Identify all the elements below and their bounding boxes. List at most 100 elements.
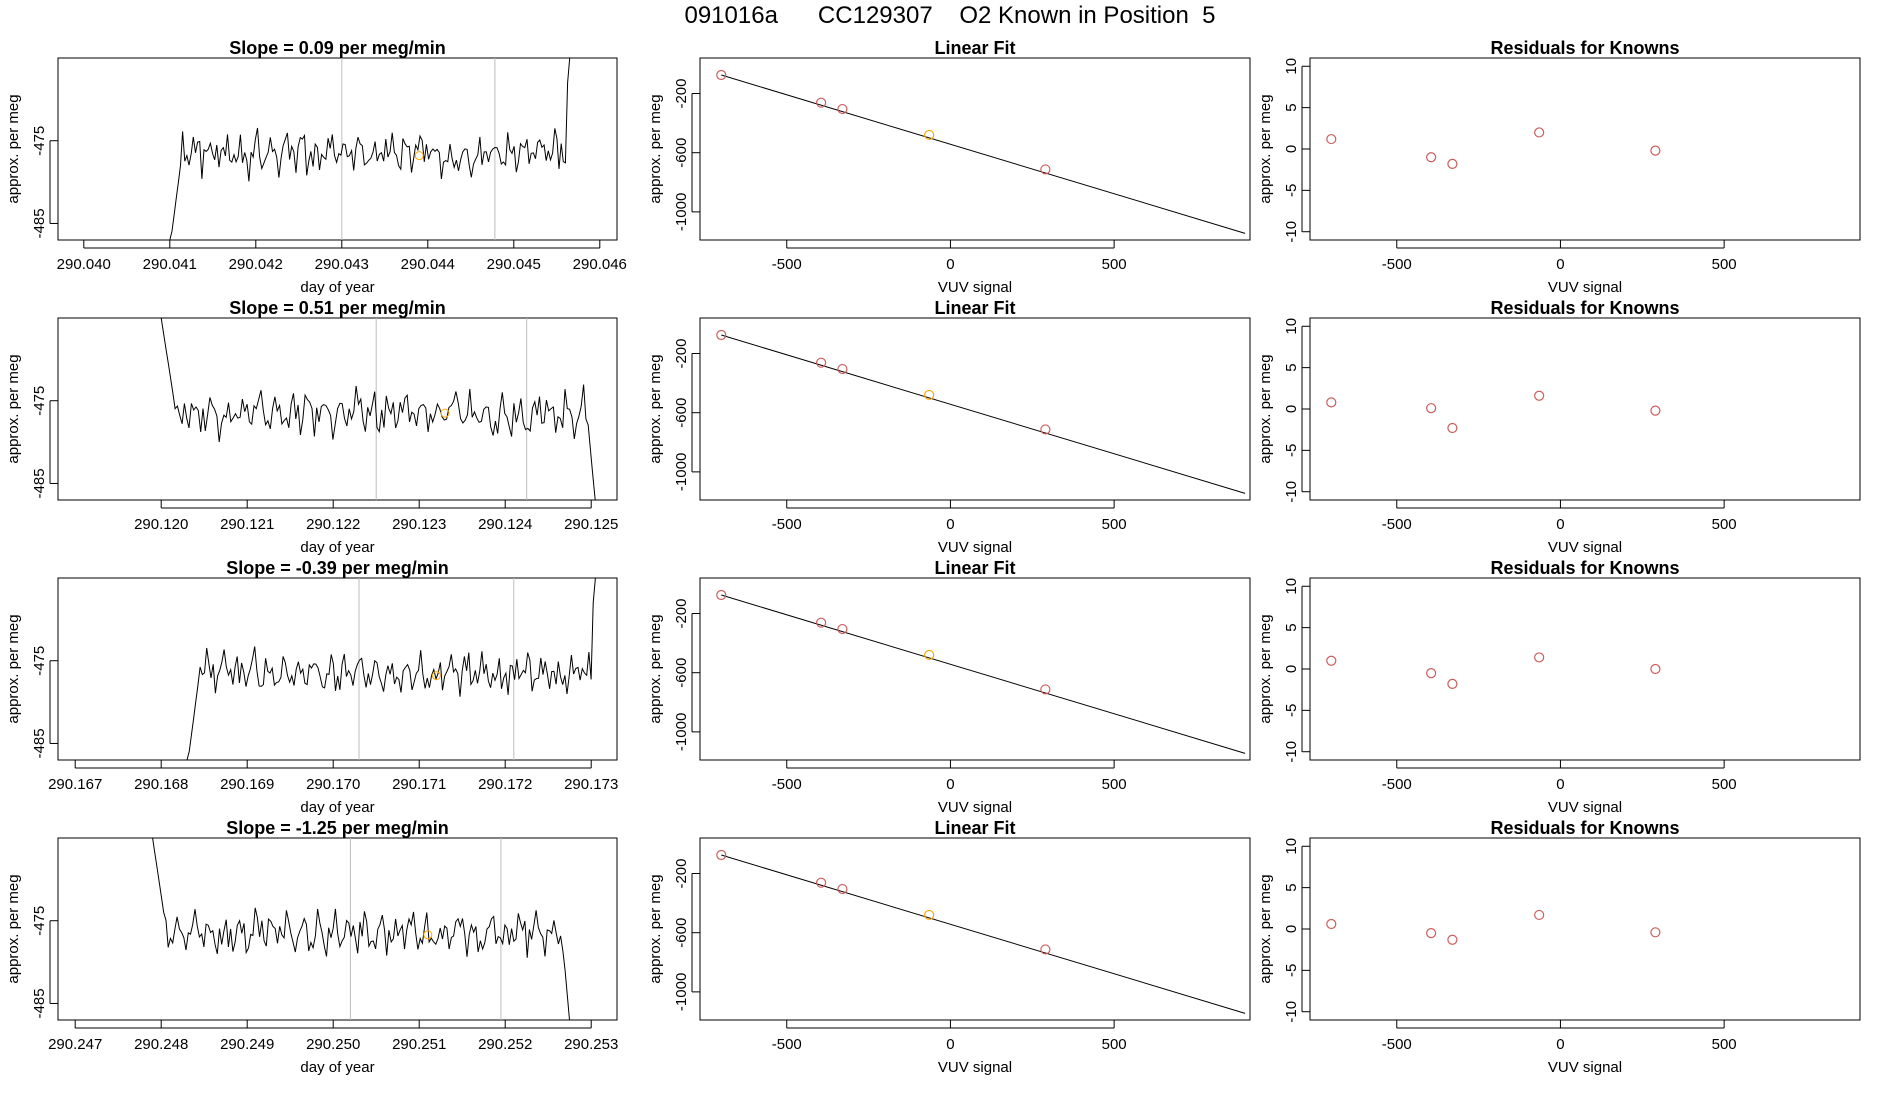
data-point [716,589,727,601]
x-tick-label: 290.042 [229,256,283,273]
x-tick-label: 500 [1712,256,1737,273]
x-tick-label: 290.247 [48,1036,102,1053]
x-tick-label: 500 [1102,1036,1127,1053]
x-tick-label: 290.040 [57,256,111,273]
x-tick-label: 500 [1102,516,1127,533]
x-tick-label: 290.249 [220,1036,274,1053]
x-tick-label: 0 [1556,516,1564,533]
data-point [816,97,827,108]
y-tick-label: -475 [31,906,48,936]
y-tick-label: -485 [31,208,48,238]
highlight-point [414,151,424,161]
y-axis-label: approx. per meg [5,874,22,983]
data-point [1447,158,1458,169]
plot-title: Linear Fit [934,558,1015,578]
data-point [1650,405,1661,416]
y-tick-label: 10 [1283,58,1300,75]
plot-title: Residuals for Knowns [1490,298,1679,318]
x-tick-label: 290.122 [306,516,360,533]
x-axis-label: VUV signal [938,799,1012,816]
x-axis-label: VUV signal [1548,1059,1622,1076]
y-axis-label: approx. per meg [5,354,22,463]
y-tick-label: 10 [1283,838,1300,855]
data-point [924,389,935,401]
fit-line [721,74,1246,234]
y-axis-label: approx. per meg [5,94,22,203]
x-tick-label: 500 [1102,776,1127,793]
x-tick-label: 290.044 [401,256,455,273]
x-tick-label: 290.170 [306,776,360,793]
x-tick-label: 290.171 [392,776,446,793]
data-point [1426,152,1437,163]
x-tick-label: 290.167 [48,776,102,793]
x-tick-label: 290.041 [143,256,197,273]
data-point [1650,145,1661,156]
x-axis-label: VUV signal [1548,539,1622,556]
data-point [1326,918,1337,930]
data-point [1426,668,1437,679]
y-tick-label: -10 [1283,741,1300,763]
x-tick-label: 290.169 [220,776,274,793]
x-tick-label: -500 [772,1036,802,1053]
y-tick-label: -5 [1283,704,1300,717]
data-point [1426,928,1437,939]
y-axis-label: approx. per meg [5,614,22,723]
x-tick-label: -500 [1382,1036,1412,1053]
y-tick-label: -10 [1283,481,1300,503]
y-tick-label: -485 [31,988,48,1018]
y-axis-label: approx. per meg [1257,94,1274,203]
y-axis-label: approx. per meg [647,354,664,463]
x-tick-label: 0 [1556,776,1564,793]
plot-frame [1309,837,1861,1021]
y-tick-label: -1000 [673,713,690,751]
x-axis-label: VUV signal [1548,799,1622,816]
y-tick-label: 5 [1283,883,1300,891]
y-tick-label: -200 [673,338,690,368]
y-axis-label: approx. per meg [1257,614,1274,723]
page-title: 091016a CC129307 O2 Known in Position 5 [684,2,1216,29]
data-point [1534,127,1545,138]
plot-title: Slope = 0.51 per meg/min [229,298,446,318]
plot-title: Slope = -1.25 per meg/min [226,818,449,838]
y-axis-label: approx. per meg [647,94,664,203]
y-tick-label: 5 [1283,363,1300,371]
y-tick-label: -475 [31,646,48,676]
data-point [816,617,827,628]
y-axis-label: approx. per meg [647,614,664,723]
x-tick-label: 0 [946,516,954,533]
plot-frame [699,317,1251,501]
data-point [924,129,935,141]
data-point [1040,164,1051,175]
x-tick-label: 290.252 [478,1036,532,1053]
x-axis-label: VUV signal [938,1059,1012,1076]
x-tick-label: -500 [772,776,802,793]
data-point [1447,678,1458,689]
data-point [837,883,848,895]
plot-frame [699,57,1251,241]
x-tick-label: 290.045 [487,256,541,273]
y-tick-label: 0 [1283,665,1300,673]
plot-frame [57,57,618,241]
y-tick-label: -10 [1283,221,1300,243]
plot-title: Linear Fit [934,818,1015,838]
x-tick-label: -500 [1382,516,1412,533]
y-tick-label: 0 [1283,405,1300,413]
x-tick-label: 290.125 [564,516,618,533]
plot-frame [57,837,618,1021]
data-point [1447,422,1458,434]
x-tick-label: 0 [946,1036,954,1053]
plot-title: Residuals for Knowns [1490,38,1679,58]
data-point [837,623,848,635]
y-tick-label: -5 [1283,964,1300,977]
plot-title: Residuals for Knowns [1490,818,1679,838]
x-tick-label: 500 [1712,1036,1737,1053]
x-tick-label: 0 [946,256,954,273]
y-tick-label: 0 [1283,145,1300,153]
data-point [924,649,935,661]
x-tick-label: 290.046 [573,256,627,273]
data-point [716,849,727,861]
data-point [716,329,727,341]
y-tick-label: -600 [673,918,690,948]
y-tick-label: -475 [31,386,48,416]
